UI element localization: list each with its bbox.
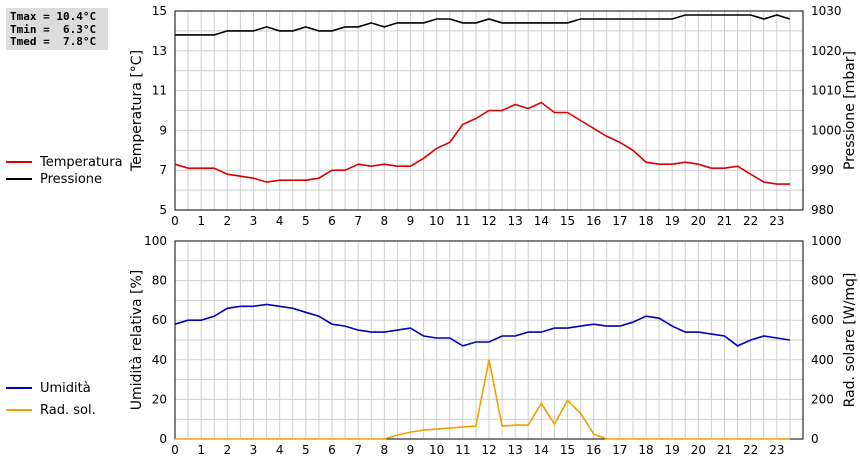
bottom-series-line-0 xyxy=(174,303,791,347)
bottom-y-right-tick-label: 800 xyxy=(811,274,834,288)
bottom-x-tick-label: 12 xyxy=(481,443,496,457)
legend-label-pressione: Pressione xyxy=(40,171,103,187)
legend-label-umidita: Umidità xyxy=(40,380,91,396)
top-x-tick-label: 4 xyxy=(276,214,284,228)
tmed-value: Tmed = 7.8°C xyxy=(10,35,97,48)
bottom-x-tick-label: 14 xyxy=(534,443,549,457)
bottom-y-left-tick-label: 40 xyxy=(152,353,167,367)
top-x-tick-label: 2 xyxy=(224,214,232,228)
bottom-plot-frame xyxy=(174,240,804,440)
bottom-y-right-tick-label: 600 xyxy=(811,313,834,327)
top-x-tick-label: 8 xyxy=(381,214,389,228)
top-y-right-axis-title: Pressione [mbar] xyxy=(842,51,858,170)
top-x-tick-label: 15 xyxy=(560,214,575,228)
bottom-x-tick-label: 18 xyxy=(638,443,653,457)
bottom-y-left-tick-label: 60 xyxy=(152,313,167,327)
bottom-x-tick-label: 9 xyxy=(407,443,415,457)
bottom-x-tick-label: 4 xyxy=(276,443,284,457)
top-x-tick-label: 3 xyxy=(250,214,258,228)
legend-item-rad-sol: Rad. sol. xyxy=(6,402,96,418)
bottom-x-tick-label: 16 xyxy=(586,443,601,457)
bottom-x-tick-label: 15 xyxy=(560,443,575,457)
top-x-tick-label: 11 xyxy=(455,214,470,228)
top-x-tick-label: 21 xyxy=(717,214,732,228)
top-x-tick-label: 18 xyxy=(638,214,653,228)
top-x-tick-label: 5 xyxy=(302,214,310,228)
top-y-right-tick-label: 1000 xyxy=(811,123,842,137)
bottom-x-tick-label: 21 xyxy=(717,443,732,457)
bottom-x-tick-label: 20 xyxy=(691,443,706,457)
top-y-right-tick-label: 1020 xyxy=(811,44,842,58)
legend-item-temperatura: Temperatura xyxy=(6,154,123,170)
bottom-x-tick-label: 11 xyxy=(455,443,470,457)
bottom-x-tick-label: 7 xyxy=(354,443,362,457)
stats-summary-box: Tmax = 10.4°C Tmin = 6.3°C Tmed = 7.8°C xyxy=(6,8,108,50)
legend-swatch-pressione xyxy=(6,178,32,180)
bottom-x-tick-label: 6 xyxy=(328,443,336,457)
legend-item-pressione: Pressione xyxy=(6,171,102,187)
bottom-y-right-tick-label: 200 xyxy=(811,392,834,406)
bottom-x-tick-label: 8 xyxy=(381,443,389,457)
top-y-left-tick-label: 5 xyxy=(159,203,167,217)
top-x-tick-label: 13 xyxy=(508,214,523,228)
top-x-tick-label: 14 xyxy=(534,214,549,228)
bottom-y-left-tick-label: 20 xyxy=(152,392,167,406)
bottom-y-left-tick-label: 0 xyxy=(159,432,167,446)
tmax-value: Tmax = 10.4°C xyxy=(10,10,97,23)
bottom-x-tick-label: 13 xyxy=(508,443,523,457)
top-x-tick-label: 1 xyxy=(197,214,205,228)
bottom-y-right-tick-label: 0 xyxy=(811,432,819,446)
top-x-tick-label: 6 xyxy=(328,214,336,228)
legend-label-rad-sol: Rad. sol. xyxy=(40,402,96,418)
legend-label-temperatura: Temperatura xyxy=(40,154,123,170)
legend-swatch-umidita xyxy=(6,387,32,389)
top-y-left-tick-label: 7 xyxy=(159,163,167,177)
bottom-x-tick-label: 23 xyxy=(769,443,784,457)
legend-swatch-rad-sol xyxy=(6,409,32,411)
top-y-left-axis-title: Temperatura [°C] xyxy=(129,50,145,172)
top-x-tick-label: 19 xyxy=(665,214,680,228)
bottom-x-tick-label: 22 xyxy=(743,443,758,457)
bottom-x-tick-label: 5 xyxy=(302,443,310,457)
top-y-right-tick-label: 1010 xyxy=(811,84,842,98)
bottom-x-tick-label: 17 xyxy=(612,443,627,457)
top-y-left-tick-label: 11 xyxy=(152,84,167,98)
bottom-y-left-tick-label: 80 xyxy=(152,274,167,288)
bottom-x-tick-label: 0 xyxy=(171,443,179,457)
bottom-series-line-1 xyxy=(175,359,790,440)
legend-swatch-temperatura xyxy=(6,161,32,163)
top-x-tick-label: 0 xyxy=(171,214,179,228)
top-x-tick-label: 12 xyxy=(481,214,496,228)
top-x-tick-label: 7 xyxy=(354,214,362,228)
bottom-x-tick-label: 10 xyxy=(429,443,444,457)
top-y-left-tick-label: 9 xyxy=(159,123,167,137)
top-plot-frame xyxy=(174,10,804,211)
top-x-tick-label: 16 xyxy=(586,214,601,228)
top-series-line-1 xyxy=(175,14,791,36)
top-x-tick-label: 9 xyxy=(407,214,415,228)
bottom-x-tick-label: 1 xyxy=(197,443,205,457)
bottom-y-right-tick-label: 1000 xyxy=(811,234,842,248)
top-x-tick-label: 20 xyxy=(691,214,706,228)
top-x-tick-label: 10 xyxy=(429,214,444,228)
legend-item-umidita: Umidità xyxy=(6,380,91,396)
top-x-tick-label: 22 xyxy=(743,214,758,228)
top-x-tick-label: 17 xyxy=(612,214,627,228)
bottom-y-right-axis-title: Rad. solare [W/mq] xyxy=(842,273,858,408)
bottom-y-right-tick-label: 400 xyxy=(811,353,834,367)
tmin-value: Tmin = 6.3°C xyxy=(10,22,97,36)
bottom-y-left-tick-label: 100 xyxy=(144,234,167,248)
bottom-x-tick-label: 19 xyxy=(665,443,680,457)
top-y-right-tick-label: 990 xyxy=(811,163,834,177)
top-y-right-tick-label: 980 xyxy=(811,203,834,217)
top-y-left-tick-label: 13 xyxy=(152,44,167,58)
top-series-line-0 xyxy=(174,101,790,185)
bottom-x-tick-label: 3 xyxy=(250,443,258,457)
top-y-right-tick-label: 1030 xyxy=(811,4,842,18)
bottom-x-tick-label: 2 xyxy=(224,443,232,457)
bottom-y-left-axis-title: Umidità relativa [%] xyxy=(129,270,145,411)
top-x-tick-label: 23 xyxy=(769,214,784,228)
top-y-left-tick-label: 15 xyxy=(152,4,167,18)
